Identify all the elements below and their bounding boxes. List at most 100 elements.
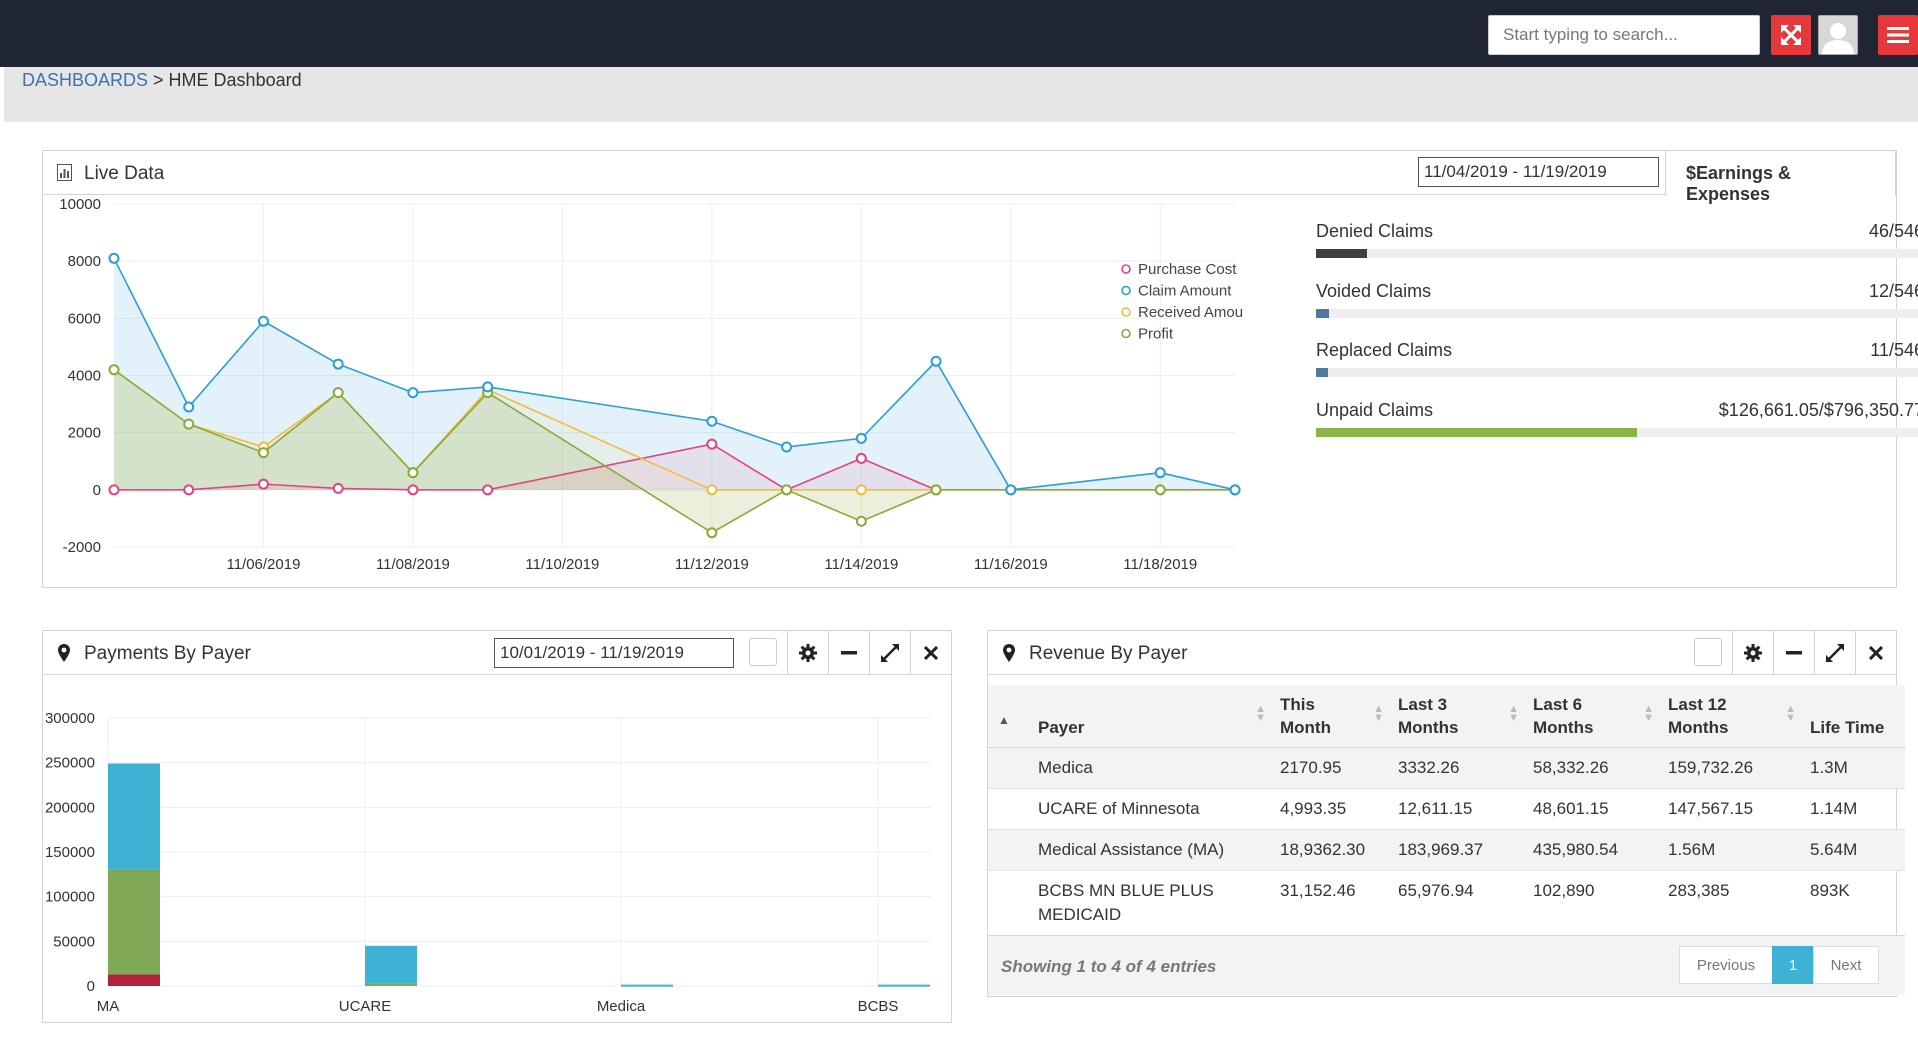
data-point [257, 447, 269, 459]
sort-indicator-column[interactable]: ▲ [988, 685, 1028, 748]
panel-select-checkbox[interactable] [1694, 638, 1722, 666]
data-point [781, 441, 793, 453]
progress-fill [1316, 428, 1638, 437]
entries-info: Showing 1 to 4 of 4 entries [1001, 957, 1217, 976]
y-tick-label: 8000 [68, 253, 101, 270]
data-point [706, 484, 718, 496]
main-menu-button[interactable] [1878, 15, 1918, 55]
data-point [183, 401, 195, 413]
table-cell: Medical Assistance (MA) [1028, 829, 1270, 871]
payments-by-payer-panel: Payments By Payer 0 50000 100000 150000 2000… [42, 630, 952, 1023]
data-point [1005, 484, 1017, 496]
sort-icon: ▲ ▼ [1785, 703, 1796, 724]
legend-marker [1121, 328, 1131, 339]
row-spacer [988, 747, 1028, 789]
table-cell: 283,385 [1658, 870, 1800, 936]
avatar[interactable] [1818, 15, 1858, 55]
data-point [407, 467, 419, 479]
live-data-date-range[interactable] [1418, 157, 1659, 187]
column-header-label: Last 6 [1533, 695, 1583, 714]
expand-icon [1826, 644, 1844, 662]
table-cell: 18,9362.30 [1270, 829, 1388, 871]
x-tick-label: 11/14/2019 [824, 556, 898, 573]
sort-icon: ▲ ▼ [1643, 703, 1654, 724]
y-tick-label: 200000 [45, 799, 95, 816]
claim-value: 12/546 [1868, 281, 1918, 301]
column-header-label: Last 3 [1398, 695, 1448, 714]
payments-bar-chart: 0 50000 100000 150000 200000 250000 300000 MA UC… [45, 710, 931, 1015]
data-point [332, 387, 344, 399]
column-header[interactable]: This Month ▲ ▼ [1270, 685, 1388, 748]
column-header[interactable]: Last 12 Months ▲ ▼ [1658, 685, 1800, 748]
column-header[interactable]: Last 3 Months ▲ ▼ [1388, 685, 1523, 748]
close-button[interactable] [1855, 631, 1896, 675]
search-input[interactable] [1488, 15, 1760, 55]
table-cell: BCBS MN BLUE PLUS MEDICAID [1028, 870, 1270, 936]
pagination-page-1[interactable]: 1 [1772, 946, 1814, 984]
claim-label: Voided Claims [1316, 281, 1432, 301]
sort-icon: ▲ ▼ [1508, 703, 1519, 724]
row-spacer [988, 870, 1028, 936]
row-spacer [988, 788, 1028, 830]
x-tick-label: Medica [597, 998, 646, 1015]
map-marker-icon [58, 644, 70, 662]
column-header[interactable]: Payer ▲ ▼ [1028, 685, 1270, 748]
table-cell: 58,332.26 [1523, 747, 1658, 789]
table-row[interactable]: BCBS MN BLUE PLUS MEDICAID 31,152.46 65,97… [988, 870, 1905, 936]
pagination-previous[interactable]: Previous [1679, 946, 1773, 984]
panel-select-checkbox[interactable] [749, 638, 777, 666]
x-tick-label: MA [97, 998, 120, 1015]
expand-icon [881, 644, 899, 662]
column-header[interactable]: Last 6 Months ▲ ▼ [1523, 685, 1658, 748]
data-point [706, 527, 718, 539]
user-avatar-icon [1822, 23, 1854, 54]
chart-icon [57, 164, 72, 181]
table-cell: 1.56M [1658, 829, 1800, 871]
progress-fill [1316, 368, 1329, 377]
column-header-label: This [1280, 695, 1315, 714]
column-header-label: Last 12 [1668, 695, 1727, 714]
claim-label: Replaced Claims [1316, 340, 1453, 360]
x-tick-label: UCARE [339, 998, 392, 1015]
y-tick-label: 100000 [45, 889, 95, 906]
column-header[interactable]: Life Time▲▼ [1800, 685, 1905, 748]
map-marker-icon [1003, 644, 1015, 662]
expand-button[interactable] [869, 631, 910, 675]
breadcrumb-dashboards-link[interactable]: DASHBOARDS [22, 70, 149, 90]
table-row[interactable]: Medica 2170.95 3332.26 58,332.26 159,732.26 1… [988, 747, 1905, 789]
legend-entry: Profit [1138, 326, 1174, 343]
data-point [1154, 484, 1166, 496]
live-data-panel: Live Data $Earnings & Expenses -2000 0 200… [42, 150, 1918, 588]
data-point [108, 252, 120, 264]
legend-entry: Received Amount [1138, 304, 1243, 321]
sort-ascending-icon: ▲ [998, 713, 1010, 727]
progress-track [1316, 368, 1918, 377]
y-tick-label: 4000 [68, 368, 101, 385]
data-point [1154, 467, 1166, 479]
collapse-button[interactable] [1773, 631, 1814, 675]
expand-button[interactable] [1814, 631, 1855, 675]
table-row[interactable]: UCARE of Minnesota 4,993.35 12,611.15 48,60… [988, 788, 1905, 830]
claim-label: Denied Claims [1316, 221, 1434, 241]
live-data-header: Live Data $Earnings & Expenses [43, 150, 1896, 204]
progress-fill [1316, 249, 1368, 258]
breadcrumb-separator: > [148, 70, 169, 90]
column-header-label: Life Time [1810, 718, 1885, 737]
table-row[interactable]: Medical Assistance (MA) 18,9362.30 183,969… [988, 829, 1905, 871]
series-area [114, 369, 1235, 490]
bar-segment [621, 984, 673, 987]
series-area [114, 444, 937, 490]
collapse-button[interactable] [828, 631, 869, 675]
series-area [114, 258, 1235, 490]
close-button[interactable] [910, 631, 951, 675]
data-point [407, 387, 419, 399]
y-tick-label: 150000 [45, 844, 95, 861]
x-tick-label: 11/10/2019 [525, 556, 599, 573]
fullscreen-button[interactable] [1771, 15, 1811, 55]
pagination-next[interactable]: Next [1813, 946, 1879, 984]
settings-button[interactable] [787, 631, 828, 675]
settings-button[interactable] [1732, 631, 1773, 675]
bar-segment [365, 945, 417, 984]
tab-earnings-expenses[interactable]: $Earnings & Expenses [1665, 150, 1896, 204]
payments-date-range[interactable] [494, 638, 734, 668]
